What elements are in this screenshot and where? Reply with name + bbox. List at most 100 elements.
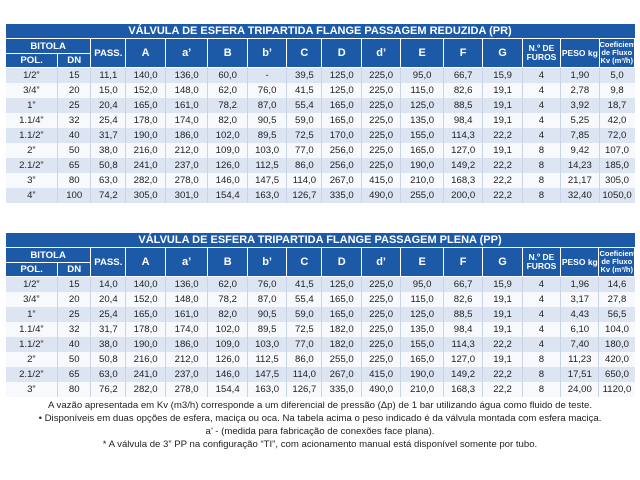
- table-cell: 165,0: [125, 307, 166, 322]
- table-cell: 168,3: [443, 382, 484, 397]
- table-cell: 19,1: [482, 113, 523, 128]
- table-cell: 127,0: [443, 143, 484, 158]
- table-cell: 115,0: [400, 292, 444, 307]
- table-cell: 8: [522, 188, 562, 203]
- table-cell: 14,0: [90, 276, 127, 292]
- table-cell: 90,5: [247, 113, 288, 128]
- table-cell: 2”: [5, 352, 59, 367]
- table-cell: 15: [57, 276, 92, 292]
- table-cell: 126,0: [207, 352, 248, 367]
- table-cell: 8: [522, 367, 562, 382]
- header-a-prime: a’: [164, 38, 209, 68]
- header-kv: Coeficiente de Fluxo Kv (m³/h): [598, 38, 636, 68]
- table-cell: 107,0: [599, 143, 635, 158]
- table-row: 1/2” 15 11,1 140,0 136,0 60,0-39,5 125,0 225,0 9…: [5, 67, 635, 83]
- table-cell: 20,4: [90, 292, 127, 307]
- table-cell: 25,4: [90, 113, 127, 128]
- table-cell: 7,85: [560, 128, 600, 143]
- table-cell: 55,4: [286, 98, 323, 113]
- table-cell: 72,5: [286, 322, 323, 337]
- table-cell: 241,0: [125, 158, 166, 173]
- table-cell: 76,0: [247, 276, 288, 292]
- table-full-bore: VÁLVULA DE ESFERA TRIPARTIDA FLANGE PASS…: [4, 233, 635, 397]
- table-cell: 40: [57, 128, 92, 143]
- table-cell: 1”: [5, 98, 59, 113]
- table-cell: 19,1: [482, 98, 523, 113]
- table-cell: 50: [57, 352, 92, 367]
- table-cell: 225,0: [361, 352, 402, 367]
- table-cell: 415,0: [361, 367, 402, 382]
- table-cell: 4”: [5, 188, 59, 203]
- table-cell: 1.1/4”: [5, 113, 59, 128]
- table-cell: 98,4: [443, 113, 484, 128]
- table-cell: 2,78: [560, 83, 600, 98]
- table-cell: 20: [57, 292, 92, 307]
- table-cell: 225,0: [361, 67, 402, 83]
- table-cell: 165,0: [321, 113, 362, 128]
- table-cell: 55,4: [286, 292, 323, 307]
- table-cell: 4: [522, 322, 562, 337]
- table-cell: 65: [57, 367, 92, 382]
- table-cell: 180,0: [598, 337, 635, 352]
- table-cell: 77,0: [286, 143, 323, 158]
- table-cell: 65: [57, 158, 92, 173]
- table-cell: 178,0: [125, 322, 166, 337]
- header-bitola: BITOLA: [4, 38, 92, 54]
- table-cell: 8: [522, 352, 562, 367]
- table-cell: 114,0: [286, 367, 323, 382]
- table-cell: 112,5: [247, 352, 288, 367]
- table-cell: 98,4: [443, 322, 484, 337]
- table-cell: 200,0: [443, 188, 484, 203]
- table-cell: 4: [522, 67, 562, 83]
- table-cell: 76,0: [247, 83, 288, 98]
- table-cell: 148,0: [165, 292, 209, 307]
- table-cell: 3”: [5, 382, 59, 397]
- header-g: G: [482, 247, 523, 277]
- table-cell: 163,0: [247, 188, 288, 203]
- table-cell: 4: [522, 98, 562, 113]
- table-cell: 14,23: [560, 158, 600, 173]
- table-cell: 182,0: [321, 337, 362, 352]
- table-cell: 149,2: [443, 158, 484, 173]
- table-cell: 241,0: [125, 367, 166, 382]
- table-cell: 282,0: [125, 382, 166, 397]
- table-cell: 38,0: [90, 337, 127, 352]
- table-cell: 149,2: [443, 367, 484, 382]
- table-cell: 163,0: [247, 382, 288, 397]
- table-cell: 161,0: [165, 98, 209, 113]
- table-cell: 56,5: [598, 307, 635, 322]
- table-cell: 1.1/4”: [5, 322, 59, 337]
- table-cell: 256,0: [321, 158, 362, 173]
- header-f: F: [442, 38, 484, 68]
- table-cell: 225,0: [361, 143, 402, 158]
- table-cell: 50: [57, 143, 92, 158]
- table-cell: 22,2: [482, 367, 523, 382]
- table-cell: 146,0: [207, 173, 248, 188]
- table-cell: 125,0: [321, 276, 362, 292]
- table-cell: 32: [57, 322, 92, 337]
- table-row: 3/4” 20 20,4 152,0 148,0 78,2 87,0 55,4 165,0 225…: [5, 292, 635, 307]
- table-row: 3/4” 20 15,0 152,0 148,0 62,0 76,0 41,5 125,0 225…: [5, 83, 635, 98]
- table-cell: 2”: [5, 143, 59, 158]
- table-cell: 1.1/2”: [5, 128, 59, 143]
- table-cell: 41,5: [286, 83, 323, 98]
- table-row: 3” 80 63,0 282,0 278,0 146,0 147,5 114,0 267,0 41…: [5, 173, 635, 188]
- table-cell: 15,0: [90, 83, 127, 98]
- table-cell: 4: [522, 292, 562, 307]
- table-cell: 225,0: [361, 158, 402, 173]
- table-cell: 87,0: [247, 98, 288, 113]
- note-ball-options: • Disponíveis em duas opções de esfera, …: [38, 413, 602, 424]
- table-cell: 19,1: [482, 292, 523, 307]
- table-cell: 22,2: [482, 188, 523, 203]
- table-reduced-bore: VÁLVULA DE ESFERA TRIPARTIDA FLANGE PASS…: [4, 24, 636, 203]
- table-cell: 136,0: [165, 276, 209, 292]
- table-cell: 125,0: [321, 67, 362, 83]
- table-cell: 335,0: [321, 188, 362, 203]
- header-c: C: [286, 38, 323, 68]
- table-cell: 20: [57, 83, 92, 98]
- table-cell: 4: [522, 276, 562, 292]
- table-cell: 225,0: [361, 292, 402, 307]
- table-cell: 39,5: [286, 67, 323, 83]
- header-pass: PASS.: [90, 247, 127, 277]
- header-b: B: [207, 38, 248, 68]
